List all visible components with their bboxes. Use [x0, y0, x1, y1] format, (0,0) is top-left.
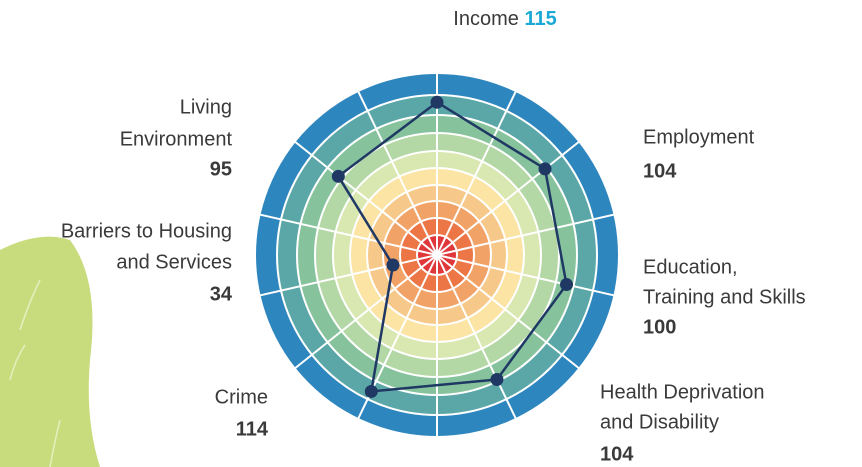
- axis-label: Education,: [643, 256, 738, 278]
- axis-label: Environment: [120, 128, 233, 150]
- value-label: 115: [524, 8, 556, 30]
- decoration: [9, 279, 61, 467]
- value-label: 104: [600, 443, 634, 465]
- spoke: [292, 139, 438, 256]
- point: [430, 95, 444, 109]
- labels: Income 115 Employment 104 Education, Trainin…: [61, 8, 806, 465]
- spoke: [436, 88, 518, 256]
- spoke: [257, 213, 438, 256]
- point: [538, 162, 552, 176]
- axis-label: Health Deprivation: [600, 381, 765, 403]
- spoke: [436, 213, 617, 256]
- value-label: 114: [236, 418, 269, 440]
- series: [331, 95, 574, 398]
- point: [490, 372, 504, 386]
- axis-label: Crime: [215, 386, 268, 408]
- spoke: [436, 254, 518, 422]
- series-line: [336, 100, 568, 393]
- axis-label-line: Income: [453, 8, 519, 30]
- spoke: [436, 254, 582, 371]
- value-label: 104: [643, 160, 677, 182]
- value-label: 95: [210, 158, 232, 180]
- axis-label: Income 115: [453, 8, 556, 30]
- decoration: [0, 236, 100, 467]
- spoke: [436, 254, 617, 297]
- axis-label: Barriers to Housing: [61, 220, 232, 242]
- value-label: 100: [643, 316, 676, 338]
- spoke: [356, 88, 438, 256]
- axis-label: Employment: [643, 126, 755, 148]
- axis-label: Training and Skills: [643, 286, 806, 308]
- point: [386, 258, 400, 272]
- point: [364, 384, 378, 398]
- value-label: 34: [210, 283, 233, 305]
- axis-label: and Services: [116, 251, 232, 273]
- spoke: [292, 254, 438, 371]
- axis-label: Living: [180, 96, 232, 118]
- axis-label: and Disability: [600, 411, 719, 433]
- point: [331, 169, 345, 183]
- spoke: [257, 254, 438, 297]
- point: [560, 278, 574, 292]
- spoke: [436, 139, 582, 256]
- rings: [254, 71, 620, 439]
